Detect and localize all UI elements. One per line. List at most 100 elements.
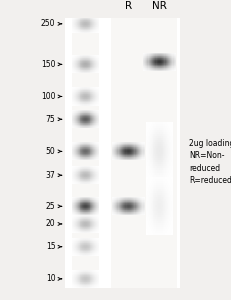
Bar (89, 143, 90, 144)
Bar (89, 154, 90, 155)
Bar (87, 142, 88, 143)
Bar (114, 212, 115, 213)
Bar (76, 17, 77, 18)
Bar (120, 153, 121, 154)
Bar (95, 209, 96, 210)
Bar (84, 24, 85, 25)
Bar (87, 273, 88, 274)
Bar (75, 157, 76, 158)
Bar (97, 59, 98, 60)
Bar (87, 230, 88, 231)
Bar (169, 164, 170, 166)
Bar (112, 207, 113, 208)
Bar (90, 286, 91, 287)
Bar (111, 18, 146, 288)
Bar (93, 173, 94, 174)
Bar (127, 209, 128, 210)
Bar (171, 207, 172, 209)
Bar (89, 58, 90, 59)
Bar (77, 232, 78, 233)
Bar (96, 153, 97, 154)
Bar (98, 279, 99, 280)
Bar (92, 157, 93, 158)
Bar (170, 128, 171, 130)
Bar (158, 144, 159, 146)
Bar (75, 270, 76, 271)
Bar (78, 57, 79, 58)
Bar (88, 123, 89, 124)
Bar (152, 203, 153, 205)
Bar (155, 203, 156, 205)
Bar (81, 239, 82, 240)
Bar (97, 278, 98, 279)
Bar (82, 172, 83, 173)
Bar (81, 182, 82, 183)
Bar (133, 150, 134, 151)
Bar (134, 146, 136, 147)
Bar (123, 151, 124, 152)
Bar (82, 154, 83, 155)
Bar (169, 63, 170, 64)
Bar (175, 63, 176, 64)
Bar (122, 206, 123, 207)
Bar (97, 229, 98, 230)
Bar (92, 169, 93, 170)
Bar (84, 102, 85, 103)
Bar (148, 177, 149, 179)
Bar (155, 59, 157, 60)
Bar (79, 29, 80, 30)
Bar (141, 212, 142, 213)
Bar (144, 61, 145, 62)
Bar (75, 21, 76, 22)
Bar (153, 53, 154, 54)
Bar (156, 197, 157, 199)
Bar (97, 199, 98, 200)
Bar (78, 169, 79, 170)
Bar (73, 247, 74, 248)
Bar (137, 213, 138, 214)
Bar (127, 155, 128, 156)
Bar (91, 99, 92, 100)
Bar (87, 150, 88, 151)
Bar (153, 148, 154, 150)
Bar (123, 202, 124, 203)
Bar (80, 99, 81, 100)
Bar (84, 126, 85, 127)
Bar (84, 19, 85, 20)
Bar (85, 111, 86, 112)
Bar (84, 103, 85, 104)
Bar (94, 71, 95, 72)
Bar (140, 154, 141, 155)
Bar (115, 208, 116, 209)
Bar (87, 202, 88, 203)
Bar (160, 56, 161, 57)
Bar (114, 200, 115, 201)
Bar (72, 63, 73, 64)
Bar (93, 221, 94, 222)
Bar (94, 183, 95, 184)
Bar (92, 112, 93, 113)
Bar (93, 103, 94, 104)
Bar (88, 96, 89, 97)
Bar (88, 127, 89, 128)
Bar (97, 223, 98, 224)
Bar (121, 200, 122, 201)
Bar (74, 218, 75, 219)
Bar (83, 72, 84, 73)
Bar (79, 243, 80, 244)
Bar (82, 205, 83, 206)
Bar (164, 183, 165, 185)
Bar (92, 102, 93, 103)
Bar (97, 287, 98, 288)
Bar (80, 87, 81, 88)
Bar (74, 231, 75, 232)
Bar (78, 154, 79, 155)
Bar (98, 32, 99, 33)
Bar (90, 225, 91, 226)
Bar (144, 59, 145, 60)
Bar (72, 271, 73, 272)
Bar (74, 199, 75, 200)
Bar (73, 249, 74, 250)
Bar (80, 166, 81, 167)
Bar (171, 59, 173, 60)
